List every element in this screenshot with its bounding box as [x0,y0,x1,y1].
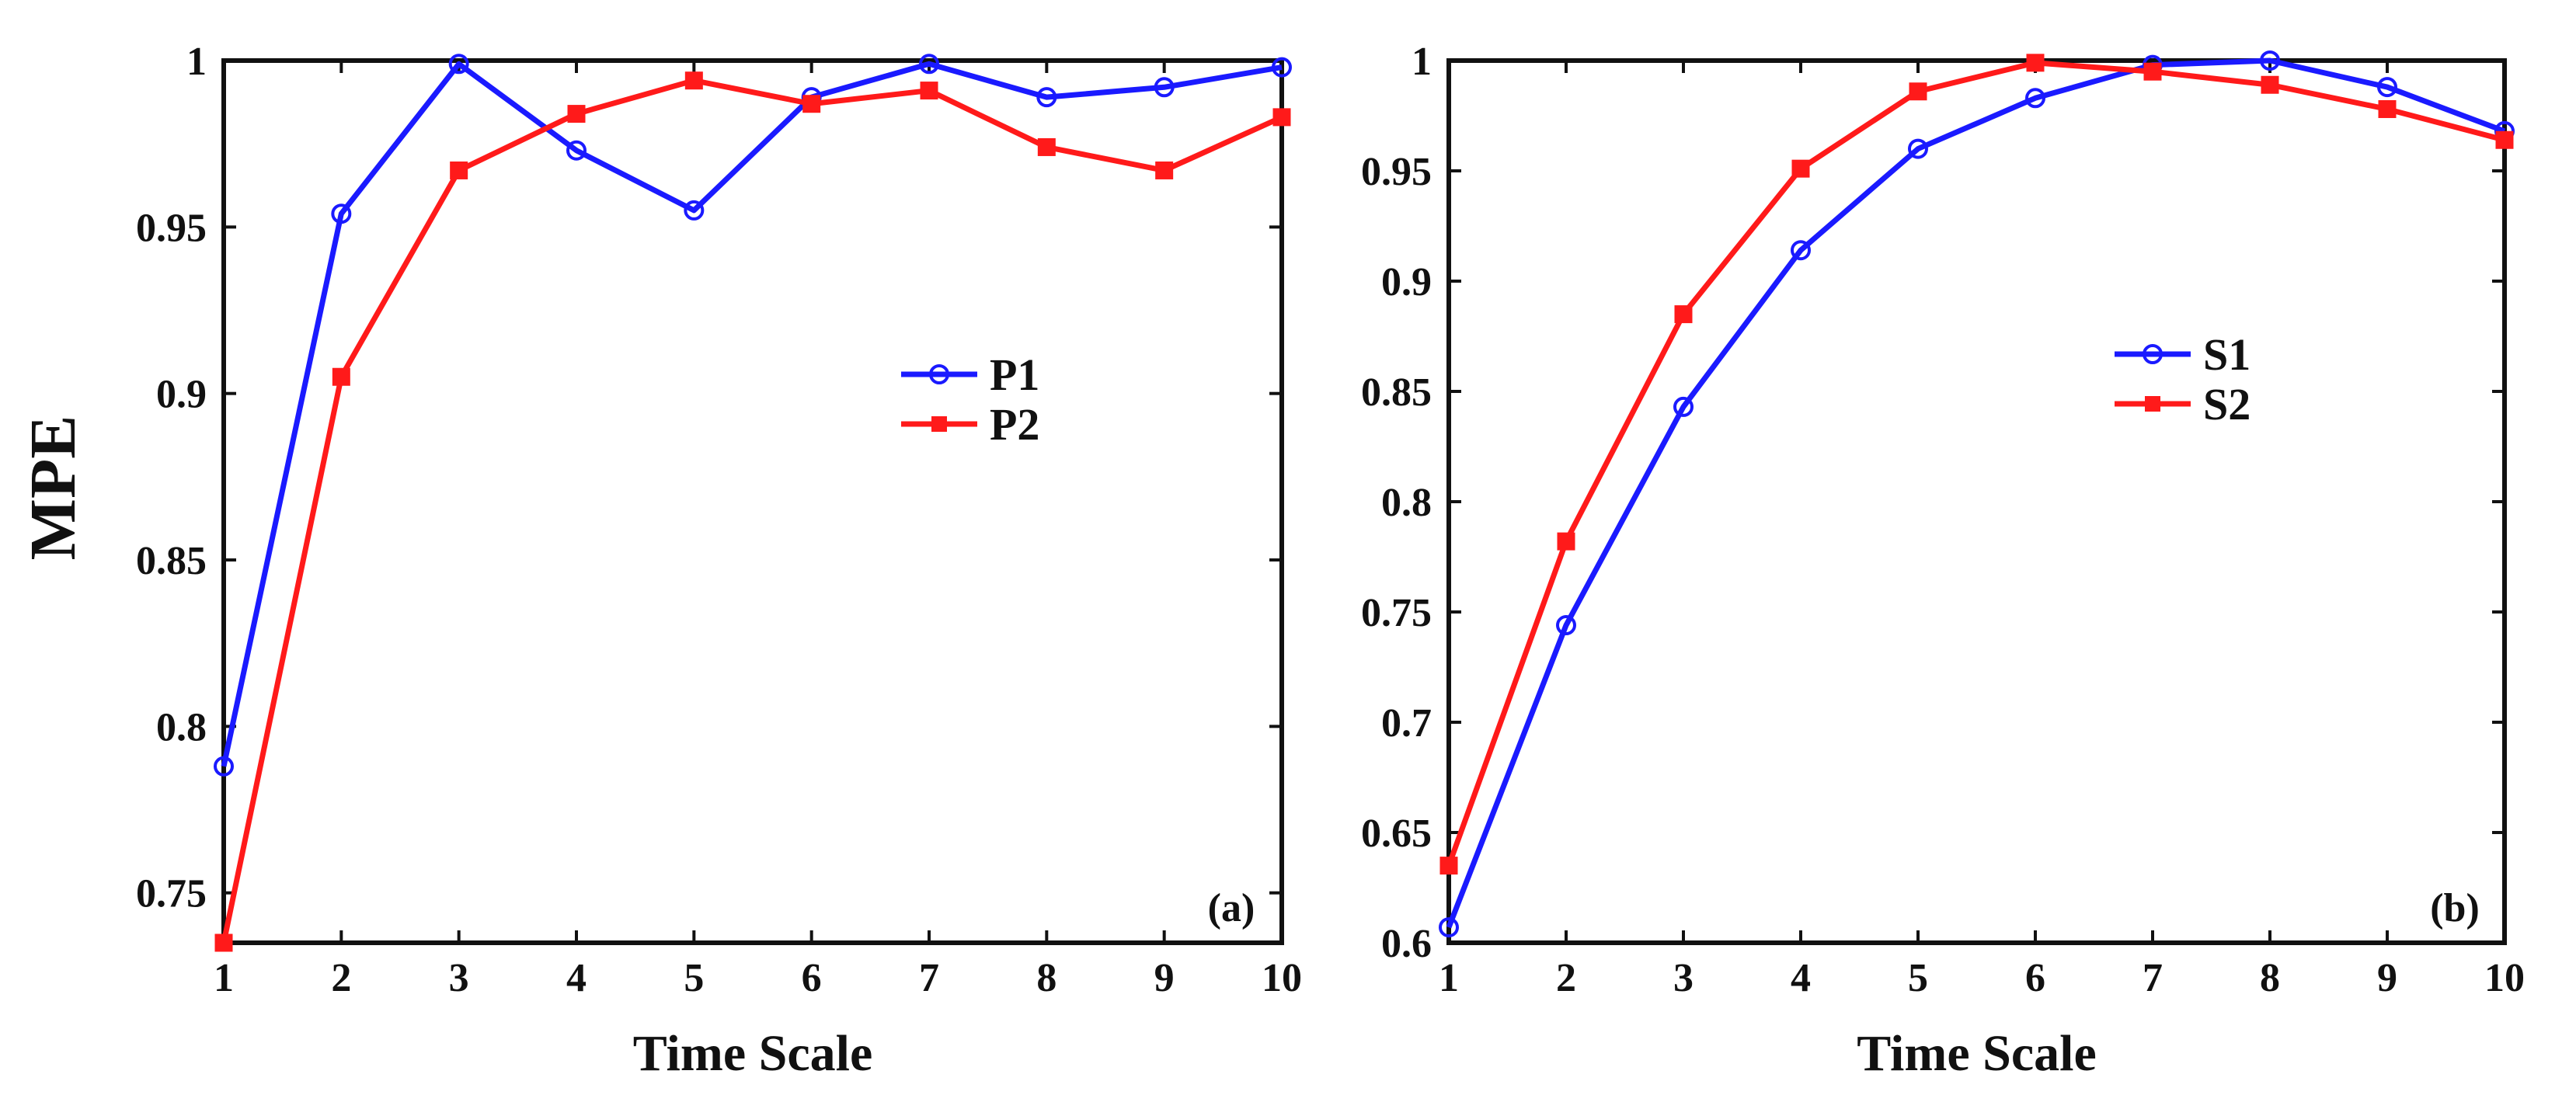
chart-panel-a: 1 2 3 4 5 6 7 8 9 10 0.75 0.8 0.85 0.9 0.95 1 Time Scale… [17,40,1302,1082]
x-tick-label: 1 [214,956,234,1000]
data-point-p2 [1155,161,1174,179]
data-point-p2 [332,367,350,386]
legend-marker-p2 [931,416,947,432]
data-point-s2 [2378,99,2397,118]
data-point-p1 [214,756,234,777]
y-tick-label: 0.95 [1361,150,1432,194]
data-point-p2 [450,161,468,179]
data-point-s1 [2025,88,2045,109]
data-point-s2 [2261,75,2279,94]
series-line-p2 [221,78,1283,944]
x-tick-label: 2 [331,956,351,1000]
data-point-p2 [1272,108,1291,127]
x-tick-label: 10 [2484,956,2525,1000]
data-point-p2 [684,71,703,90]
y-tick-label: 0.8 [1381,481,1432,525]
data-point-s2 [1439,857,1458,875]
data-point-p2 [567,105,586,123]
x-tick-label: 7 [919,956,939,1000]
y-tick-label: 0.85 [136,539,207,583]
legend-label-p1: P1 [990,349,1039,400]
data-point-s2 [1909,82,1927,101]
y-tick-label: 1 [1412,40,1432,84]
panel-label: (a) [1208,886,1255,930]
x-tick-label: 4 [566,956,587,1000]
legend-marker-s1 [2143,344,2163,364]
y-tick-label: 0.75 [1361,591,1432,635]
x-tick-label: 1 [1439,956,1459,1000]
data-point-p1 [448,54,469,75]
y-axis-title: MPE [17,415,89,561]
data-point-s1 [2377,77,2397,98]
data-point-p1 [1036,87,1057,108]
x-tick-label: 6 [802,956,822,1000]
data-point-s1 [1791,240,1811,261]
plot-frame [1446,58,2507,945]
y-tick-label: 0.8 [156,705,207,749]
data-point-s1 [1439,917,1459,938]
x-tick-label: 3 [1673,956,1694,1000]
data-point-s1 [2260,50,2280,71]
y-tick-label: 0.7 [1381,701,1432,746]
x-tick-label: 6 [2025,956,2045,1000]
series-line-s2 [1446,60,2505,867]
series-line-s1 [1446,57,2506,929]
data-point-s2 [2495,130,2514,149]
x-tick-label: 3 [449,956,469,1000]
y-tick-label: 0.75 [136,872,207,916]
series-line-p1 [221,61,1283,767]
x-tick-label: 9 [2377,956,2397,1000]
x-tick-label: 8 [2260,956,2280,1000]
series-s2 [1439,54,2514,875]
legend-label-s2: S2 [2203,379,2251,429]
x-axis-title: Time Scale [1857,1025,2097,1082]
data-point-p1 [566,140,587,161]
data-point-p1 [919,54,939,75]
data-point-s1 [1908,138,1928,159]
data-point-s2 [1791,159,1810,178]
legend-marker-s2 [2145,396,2160,412]
panel-label: (b) [2430,886,2480,930]
x-tick-label: 5 [1908,956,1928,1000]
plot-frame [221,58,1284,945]
y-tick-label: 0.95 [136,206,207,250]
x-axis-title: Time Scale [633,1025,873,1082]
y-tick-label: 0.6 [1381,922,1432,966]
x-tick-label: 4 [1791,956,1811,1000]
chart-panel-b: 1 2 3 4 5 6 7 8 9 10 0.6 0.65 0.7 0.75 0.8 0.85 0.9 0.95 1… [1361,40,2525,1082]
data-point-p2 [214,933,233,952]
legend-label-p2: P2 [990,399,1039,450]
x-tick-label: 2 [1556,956,1576,1000]
data-point-s1 [1673,396,1694,417]
data-point-s2 [2143,62,2162,81]
legend-label-s1: S1 [2203,329,2251,380]
x-tick-label: 7 [2143,956,2163,1000]
data-point-s1 [1556,615,1576,636]
data-point-s2 [1674,305,1693,324]
y-tick-label: 0.65 [1361,812,1432,856]
data-point-p2 [802,95,821,113]
data-point-p1 [684,200,705,221]
data-point-p1 [1154,77,1175,98]
x-tick-label: 5 [684,956,704,1000]
y-tick-label: 0.9 [156,373,207,417]
y-tick-label: 0.9 [1381,260,1432,304]
x-tick-label: 10 [1262,956,1302,1000]
data-point-p1 [331,203,352,224]
series-p2 [214,71,1291,952]
x-tick-label: 9 [1154,956,1175,1000]
data-point-s2 [2026,54,2045,72]
x-tick-label: 8 [1036,956,1057,1000]
data-point-p1 [1272,57,1292,78]
y-tick-label: 0.85 [1361,370,1432,415]
data-point-p2 [1037,137,1056,156]
legend-marker-p1 [929,364,949,384]
data-point-s2 [1557,532,1575,551]
y-tick-label: 1 [186,40,207,84]
series-s1 [1439,50,2515,938]
data-point-p2 [920,82,938,100]
